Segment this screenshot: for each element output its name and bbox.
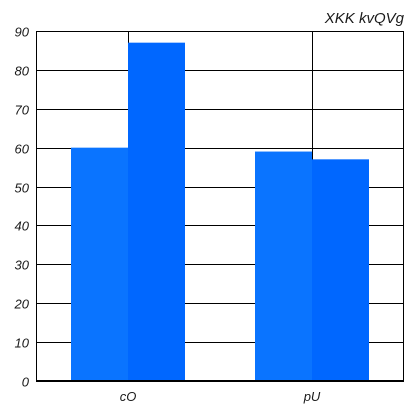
x-tick-label: pU bbox=[303, 389, 321, 404]
bar bbox=[312, 159, 369, 381]
y-tick-label: 40 bbox=[15, 219, 30, 234]
x-tick-label: cO bbox=[120, 389, 137, 404]
bar bbox=[71, 147, 128, 381]
bars bbox=[71, 42, 369, 382]
x-axis-ticks: cO pU bbox=[120, 389, 321, 404]
plot-frame bbox=[36, 31, 404, 381]
y-tick-label: 20 bbox=[14, 297, 30, 312]
chart-title: XKK kvQVg bbox=[324, 10, 405, 27]
y-tick-label: 70 bbox=[15, 103, 30, 118]
y-tick-label: 50 bbox=[15, 181, 30, 196]
y-tick-label: 30 bbox=[15, 258, 30, 273]
bar bbox=[128, 42, 185, 382]
y-tick-label: 90 bbox=[15, 25, 30, 40]
y-tick-label: 0 bbox=[22, 375, 30, 390]
bar bbox=[255, 151, 312, 381]
y-tick-label: 80 bbox=[15, 64, 30, 79]
y-tick-label: 60 bbox=[15, 142, 30, 157]
y-tick-label: 10 bbox=[15, 336, 30, 351]
y-axis-ticks: 0 10 20 30 40 50 60 70 80 90 bbox=[14, 25, 30, 390]
